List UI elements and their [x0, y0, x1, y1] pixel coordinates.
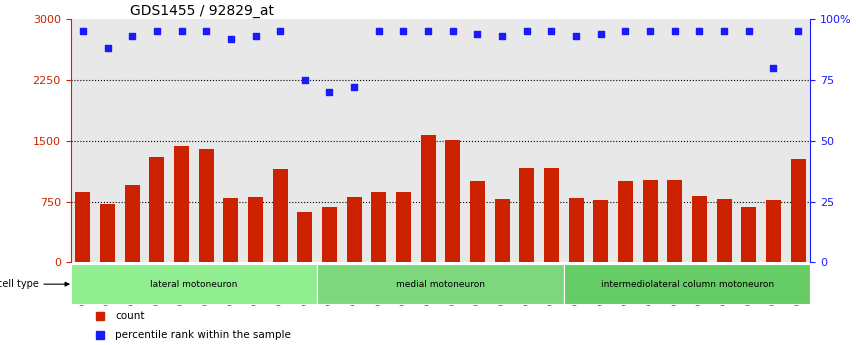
Point [693, 29, 706, 34]
Text: GDS1455 / 92829_at: GDS1455 / 92829_at [130, 4, 274, 18]
FancyBboxPatch shape [70, 265, 318, 304]
Bar [716, 199, 732, 262]
Point [471, 31, 484, 37]
Point [175, 29, 188, 34]
Point [372, 29, 386, 34]
Point [767, 65, 781, 71]
Point [496, 33, 509, 39]
FancyBboxPatch shape [318, 265, 564, 304]
Point [224, 36, 238, 41]
Bar [297, 212, 312, 262]
Bar [520, 168, 534, 262]
Bar [347, 197, 361, 262]
Bar [174, 146, 189, 262]
Point [298, 77, 312, 83]
Point [644, 29, 657, 34]
Bar [568, 198, 584, 262]
Point [421, 29, 435, 34]
Bar [766, 200, 781, 262]
Bar [495, 199, 509, 262]
Text: medial motoneuron: medial motoneuron [396, 280, 485, 289]
Text: lateral motoneuron: lateral motoneuron [150, 280, 237, 289]
Point [717, 29, 731, 34]
Bar [618, 181, 633, 262]
Bar [372, 192, 386, 262]
Text: count: count [115, 311, 145, 321]
Point [248, 33, 262, 39]
Point [323, 89, 336, 95]
Bar [593, 200, 609, 262]
Text: intermediolateral column motoneuron: intermediolateral column motoneuron [601, 280, 774, 289]
Text: cell type: cell type [0, 279, 69, 289]
Bar [693, 196, 707, 262]
Point [273, 29, 287, 34]
Point [520, 29, 533, 34]
Point [569, 33, 583, 39]
Bar [396, 192, 411, 262]
Bar [421, 135, 436, 262]
Bar [322, 207, 337, 262]
Text: percentile rank within the sample: percentile rank within the sample [115, 330, 291, 340]
Point [125, 33, 139, 39]
Point [348, 85, 361, 90]
Point [668, 29, 681, 34]
Bar [75, 192, 90, 262]
Bar [544, 168, 559, 262]
Bar [741, 207, 756, 262]
FancyBboxPatch shape [564, 265, 811, 304]
Point [101, 46, 115, 51]
Point [742, 29, 756, 34]
Bar [100, 204, 115, 262]
Point [619, 29, 633, 34]
Bar [273, 169, 288, 262]
Point [199, 29, 213, 34]
Bar [643, 180, 657, 262]
Point [594, 31, 608, 37]
Point [396, 29, 410, 34]
Bar [199, 149, 213, 262]
Point [446, 29, 460, 34]
Bar [470, 181, 484, 262]
Point [791, 29, 805, 34]
Bar [248, 197, 263, 262]
Point [76, 29, 90, 34]
Bar [791, 159, 805, 262]
Point [544, 29, 558, 34]
Point [150, 29, 163, 34]
Bar [125, 185, 140, 262]
Bar [445, 140, 461, 262]
Bar [150, 157, 164, 262]
Bar [223, 198, 238, 262]
Bar [668, 180, 682, 262]
